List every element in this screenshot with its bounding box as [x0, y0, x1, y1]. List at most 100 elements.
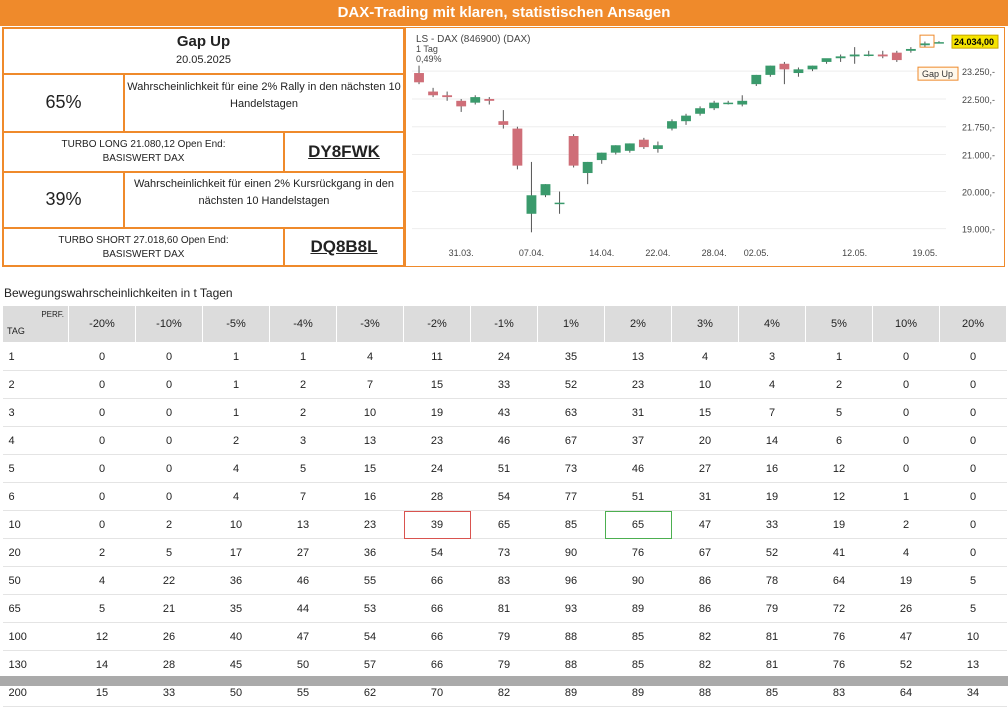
candle [610, 145, 621, 155]
candle-body [891, 52, 902, 61]
short-code-link[interactable]: DQ8B8L [310, 237, 378, 256]
chart-subtitle: 1 Tag [416, 44, 438, 54]
candle-body [709, 102, 720, 109]
table-cell: 3 [269, 426, 337, 455]
candle-body [442, 95, 453, 98]
short-desc-cell: Wahrscheinlichkeit für einen 2% Kursrück… [124, 172, 404, 228]
table-cell: 81 [470, 594, 538, 623]
table-row: 130 14 28 45 50 57 66 79 88 85 82 81 76 52 13 [2, 650, 1007, 679]
table-cell: 19 [403, 398, 471, 427]
table-cell: 46 [604, 454, 672, 483]
table-cell: 43 [470, 398, 538, 427]
row-tag: 6 [2, 482, 69, 511]
candle-body [934, 42, 944, 44]
table-cell: 33 [738, 510, 806, 539]
table-cell: 21 [135, 594, 203, 623]
column-header: 2% [604, 305, 672, 343]
candle-body [723, 102, 734, 105]
column-header: 3% [671, 305, 739, 343]
table-cell: 2 [202, 426, 270, 455]
signal-header: Gap Up 20.05.2025 [3, 28, 404, 74]
table-cell: 65 [470, 510, 538, 539]
table-cell: 14 [68, 650, 136, 679]
table-cell: 66 [403, 594, 471, 623]
candle [723, 100, 734, 105]
candle-body [751, 74, 762, 85]
table-cell: 5 [805, 398, 873, 427]
candle-body [863, 54, 874, 57]
candle [751, 74, 762, 86]
table-cell: 40 [202, 622, 270, 651]
table-cell: 52 [537, 370, 605, 399]
candle [891, 50, 902, 62]
candle-body [428, 91, 438, 96]
candle-body [779, 63, 790, 70]
table-cell: 10 [671, 370, 739, 399]
table-cell: 0 [939, 454, 1007, 483]
table-row: 65 5 21 35 44 53 66 81 93 89 86 79 72 26 5 [2, 594, 1007, 623]
table-cell: 39 [403, 510, 471, 539]
long-code-link[interactable]: DY8FWK [308, 142, 380, 161]
row-tag: 1 [2, 342, 69, 371]
long-probability: 65% [45, 92, 82, 112]
table-cell: 12 [805, 482, 873, 511]
row-tag: 10 [2, 510, 69, 539]
candle-body [554, 202, 565, 205]
table-cell: 72 [805, 594, 873, 623]
table-cell: 12 [805, 454, 873, 483]
candle [877, 50, 888, 59]
candle [709, 100, 720, 111]
short-turbo-text: TURBO SHORT 27.018,60 Open End: [58, 235, 229, 246]
x-tick-label: 02.05. [744, 248, 769, 258]
table-row: 3 0 0 1 2 10 19 43 63 31 15 7 5 0 0 [2, 398, 1007, 427]
table-cell: 0 [939, 482, 1007, 511]
dax-chart: LS - DAX (846900) (DAX) 1 Tag 0,49% 19.0… [405, 27, 1005, 267]
candle [905, 47, 916, 53]
last-value-label: 24.034,00 [954, 37, 994, 47]
table-cell: 35 [202, 594, 270, 623]
table-header-row: TAG PERF. -20% -10% -5% -4% -3% -2% -1% 1% 2% 3% 4… [2, 305, 1007, 343]
short-description: Wahrscheinlichkeit für einen 2% Kursrück… [133, 178, 395, 207]
table-cell: 23 [403, 426, 471, 455]
table-cell: 17 [202, 538, 270, 567]
table-cell: 0 [939, 370, 1007, 399]
table-cell: 54 [470, 482, 538, 511]
corner-perf-label: PERF. [41, 310, 64, 319]
table-cell: 14 [738, 426, 806, 455]
candle [638, 137, 649, 149]
table-cell: 1 [202, 342, 270, 371]
candle-body [695, 108, 705, 114]
table-row: 6 0 0 4 7 16 28 54 77 51 31 19 12 1 0 [2, 482, 1007, 511]
column-header: 10% [872, 305, 940, 343]
table-cell: 0 [939, 510, 1007, 539]
candle [484, 97, 495, 105]
candle [695, 106, 705, 116]
candle-body [540, 184, 551, 196]
column-header: -20% [68, 305, 136, 343]
candle [920, 41, 930, 48]
table-cell: 10 [202, 510, 270, 539]
table-cell: 41 [805, 538, 873, 567]
signal-title: Gap Up [176, 33, 231, 50]
table-cell: 10 [336, 398, 404, 427]
table-cell: 31 [671, 482, 739, 511]
candle [582, 161, 593, 185]
table-cell: 52 [738, 538, 806, 567]
y-tick-label: 21.000,- [962, 151, 995, 161]
table-cell: 28 [403, 482, 471, 511]
table-cell: 46 [269, 566, 337, 595]
table-cell: 4 [202, 482, 270, 511]
candle [667, 119, 677, 131]
table-cell: 0 [872, 426, 940, 455]
candle-body [905, 48, 916, 51]
y-tick-label: 23.250,- [962, 67, 995, 77]
table-cell: 24 [403, 454, 471, 483]
candle-body [849, 54, 860, 57]
table-cell: 2 [269, 398, 337, 427]
table-cell: 16 [738, 454, 806, 483]
table-cell: 2 [805, 370, 873, 399]
candle-body [624, 143, 635, 151]
column-header: 5% [805, 305, 873, 343]
table-cell: 78 [738, 566, 806, 595]
candle [934, 41, 944, 44]
